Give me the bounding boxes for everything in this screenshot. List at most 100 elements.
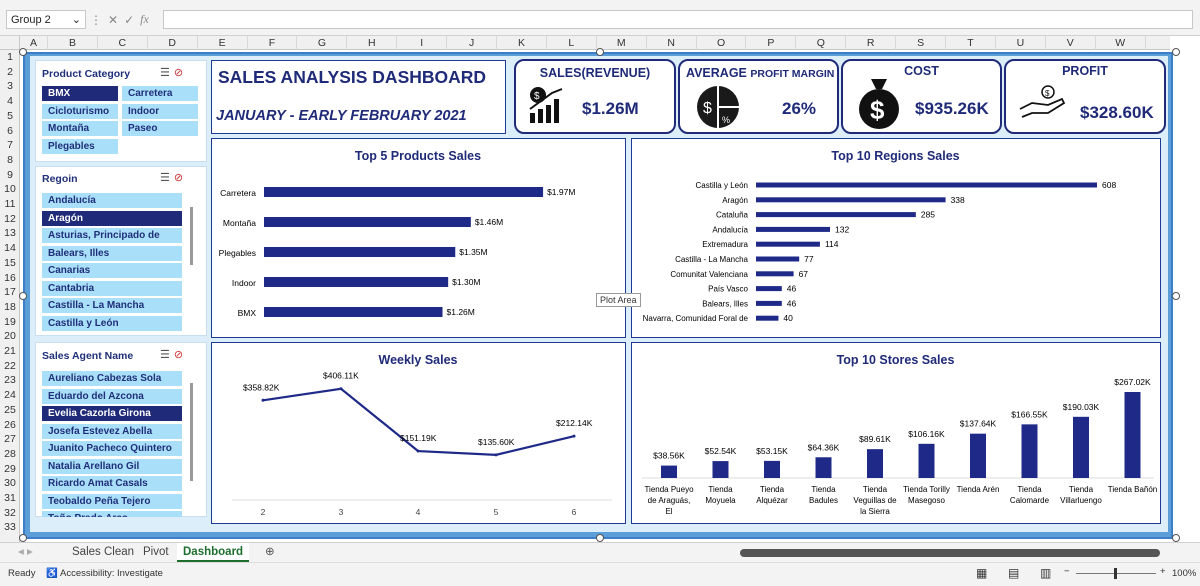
multi-select-icon[interactable]: ☰	[160, 349, 174, 361]
column-header[interactable]: L	[547, 36, 597, 50]
name-box[interactable]: Group 2 ⌄	[6, 10, 86, 29]
store-bar[interactable]	[918, 443, 935, 478]
column-header[interactable]: K	[497, 36, 547, 50]
clear-filter-icon[interactable]: ⊘	[173, 67, 188, 79]
column-header[interactable]: V	[1046, 36, 1096, 50]
region-chip[interactable]: Castilla y León	[42, 315, 182, 331]
region-chip[interactable]: Aragón	[42, 210, 182, 226]
column-header[interactable]: J	[447, 36, 498, 50]
row-header[interactable]: 21	[4, 345, 16, 357]
agent-chip[interactable]: Evelia Cazorla Girona	[42, 406, 182, 421]
row-header[interactable]: 12	[4, 212, 16, 225]
region-chip[interactable]: Cantabria	[42, 280, 182, 296]
resize-handle-tr[interactable]	[1172, 48, 1180, 56]
horizontal-scrollbar[interactable]	[740, 549, 1160, 557]
column-header[interactable]: Q	[796, 36, 847, 50]
agent-scrollbar[interactable]	[190, 383, 193, 481]
store-bar[interactable]	[712, 461, 729, 478]
row-header[interactable]: 2	[7, 65, 13, 78]
product-bar[interactable]	[264, 307, 443, 317]
region-chip[interactable]: Andalucía	[42, 193, 182, 208]
resize-handle-bottom[interactable]	[596, 534, 604, 542]
column-header[interactable]: E	[198, 36, 248, 50]
store-bar[interactable]	[1021, 424, 1038, 478]
product-bar[interactable]	[264, 187, 544, 197]
zoom-level[interactable]: 100%	[1172, 568, 1197, 579]
product-chip[interactable]: BMX	[42, 86, 118, 101]
cancel-icon[interactable]: ✕	[108, 12, 119, 27]
row-header[interactable]: 30	[4, 477, 16, 490]
region-bar[interactable]	[756, 300, 782, 306]
row-header[interactable]: 22	[4, 359, 16, 372]
region-scrollbar[interactable]	[190, 207, 193, 265]
more-icon[interactable]: ⋮	[90, 12, 102, 27]
product-bar[interactable]	[264, 247, 456, 257]
row-header[interactable]: 16	[4, 271, 16, 284]
row-header[interactable]: 18	[4, 300, 16, 313]
store-bar[interactable]	[1073, 416, 1089, 478]
product-chip[interactable]: Plegables	[42, 138, 118, 154]
column-header[interactable]: W	[1096, 36, 1146, 50]
row-header[interactable]: 27	[4, 433, 16, 446]
normal-view-icon[interactable]: ▦	[976, 566, 988, 580]
column-header[interactable]: M	[597, 36, 647, 50]
column-header[interactable]: P	[746, 36, 797, 50]
tab-dashboard[interactable]: Dashboard	[177, 543, 250, 562]
row-header[interactable]: 29	[4, 462, 16, 475]
region-bar[interactable]	[756, 315, 779, 321]
row-header[interactable]: 11	[4, 198, 16, 210]
column-header[interactable]: S	[896, 36, 947, 50]
column-header[interactable]: N	[647, 36, 697, 50]
agent-chip[interactable]: Eduardo del Azcona	[42, 388, 182, 404]
weekly-point[interactable]	[339, 387, 343, 391]
store-bar[interactable]	[970, 433, 986, 478]
row-header[interactable]: 6	[7, 124, 13, 137]
product-chip[interactable]: Montaña	[42, 121, 118, 136]
weekly-point[interactable]	[494, 453, 498, 457]
resize-handle-tl[interactable]	[19, 48, 27, 56]
store-bar[interactable]	[815, 457, 832, 478]
accessibility-status[interactable]: Accessibility: Investigate	[60, 568, 163, 579]
check-icon[interactable]: ✓	[124, 12, 135, 27]
row-header[interactable]: 3	[7, 80, 13, 93]
region-chip[interactable]: Balears, Illes	[42, 245, 182, 261]
agent-chip[interactable]: Teobaldo Peña Tejero	[42, 493, 182, 509]
resize-handle-top[interactable]	[596, 48, 604, 56]
zoom-in-icon[interactable]: +	[1160, 566, 1166, 577]
multi-select-icon[interactable]: ☰	[160, 67, 174, 79]
column-header[interactable]: A	[20, 36, 48, 50]
region-bar[interactable]	[756, 271, 794, 277]
clear-filter-icon[interactable]: ⊘	[173, 172, 188, 184]
column-header[interactable]: C	[98, 36, 148, 50]
column-header[interactable]: I	[397, 36, 448, 50]
product-chip[interactable]: Carretera	[122, 86, 198, 101]
agent-chip[interactable]: Ricardo Amat Casals	[42, 476, 182, 491]
store-bar[interactable]	[764, 460, 780, 478]
row-header[interactable]: 1	[7, 51, 13, 63]
column-header[interactable]: B	[48, 36, 98, 50]
store-bar[interactable]	[867, 449, 883, 478]
agent-chip[interactable]: Toño Prado Arco	[42, 511, 182, 517]
row-header[interactable]: 17	[4, 286, 16, 299]
column-header[interactable]: T	[946, 36, 996, 50]
agent-chip[interactable]: Aureliano Cabezas Sola	[42, 371, 182, 386]
agent-chip[interactable]: Juanito Pacheco Quintero	[42, 441, 182, 456]
select-all-corner[interactable]	[0, 36, 20, 50]
row-header[interactable]: 13	[4, 227, 16, 240]
agent-chip[interactable]: Josefa Estevez Abella	[42, 423, 182, 439]
row-header[interactable]: 24	[4, 389, 16, 402]
region-chip[interactable]: Castilla - La Mancha	[42, 298, 182, 313]
row-header[interactable]: 4	[7, 95, 13, 108]
store-bar[interactable]	[1124, 392, 1141, 478]
resize-handle-left[interactable]	[19, 292, 27, 300]
row-header[interactable]: 25	[4, 403, 16, 416]
agent-chip[interactable]: Natalia Arellano Gil	[42, 458, 182, 474]
column-header[interactable]: F	[248, 36, 298, 50]
row-header[interactable]: 9	[7, 168, 13, 181]
weekly-point[interactable]	[572, 434, 576, 438]
product-chip[interactable]: Cicloturismo	[42, 103, 118, 119]
weekly-point[interactable]	[261, 398, 265, 402]
region-bar[interactable]	[756, 197, 946, 203]
product-bar[interactable]	[264, 277, 449, 287]
weekly-sales-line[interactable]	[262, 387, 575, 456]
